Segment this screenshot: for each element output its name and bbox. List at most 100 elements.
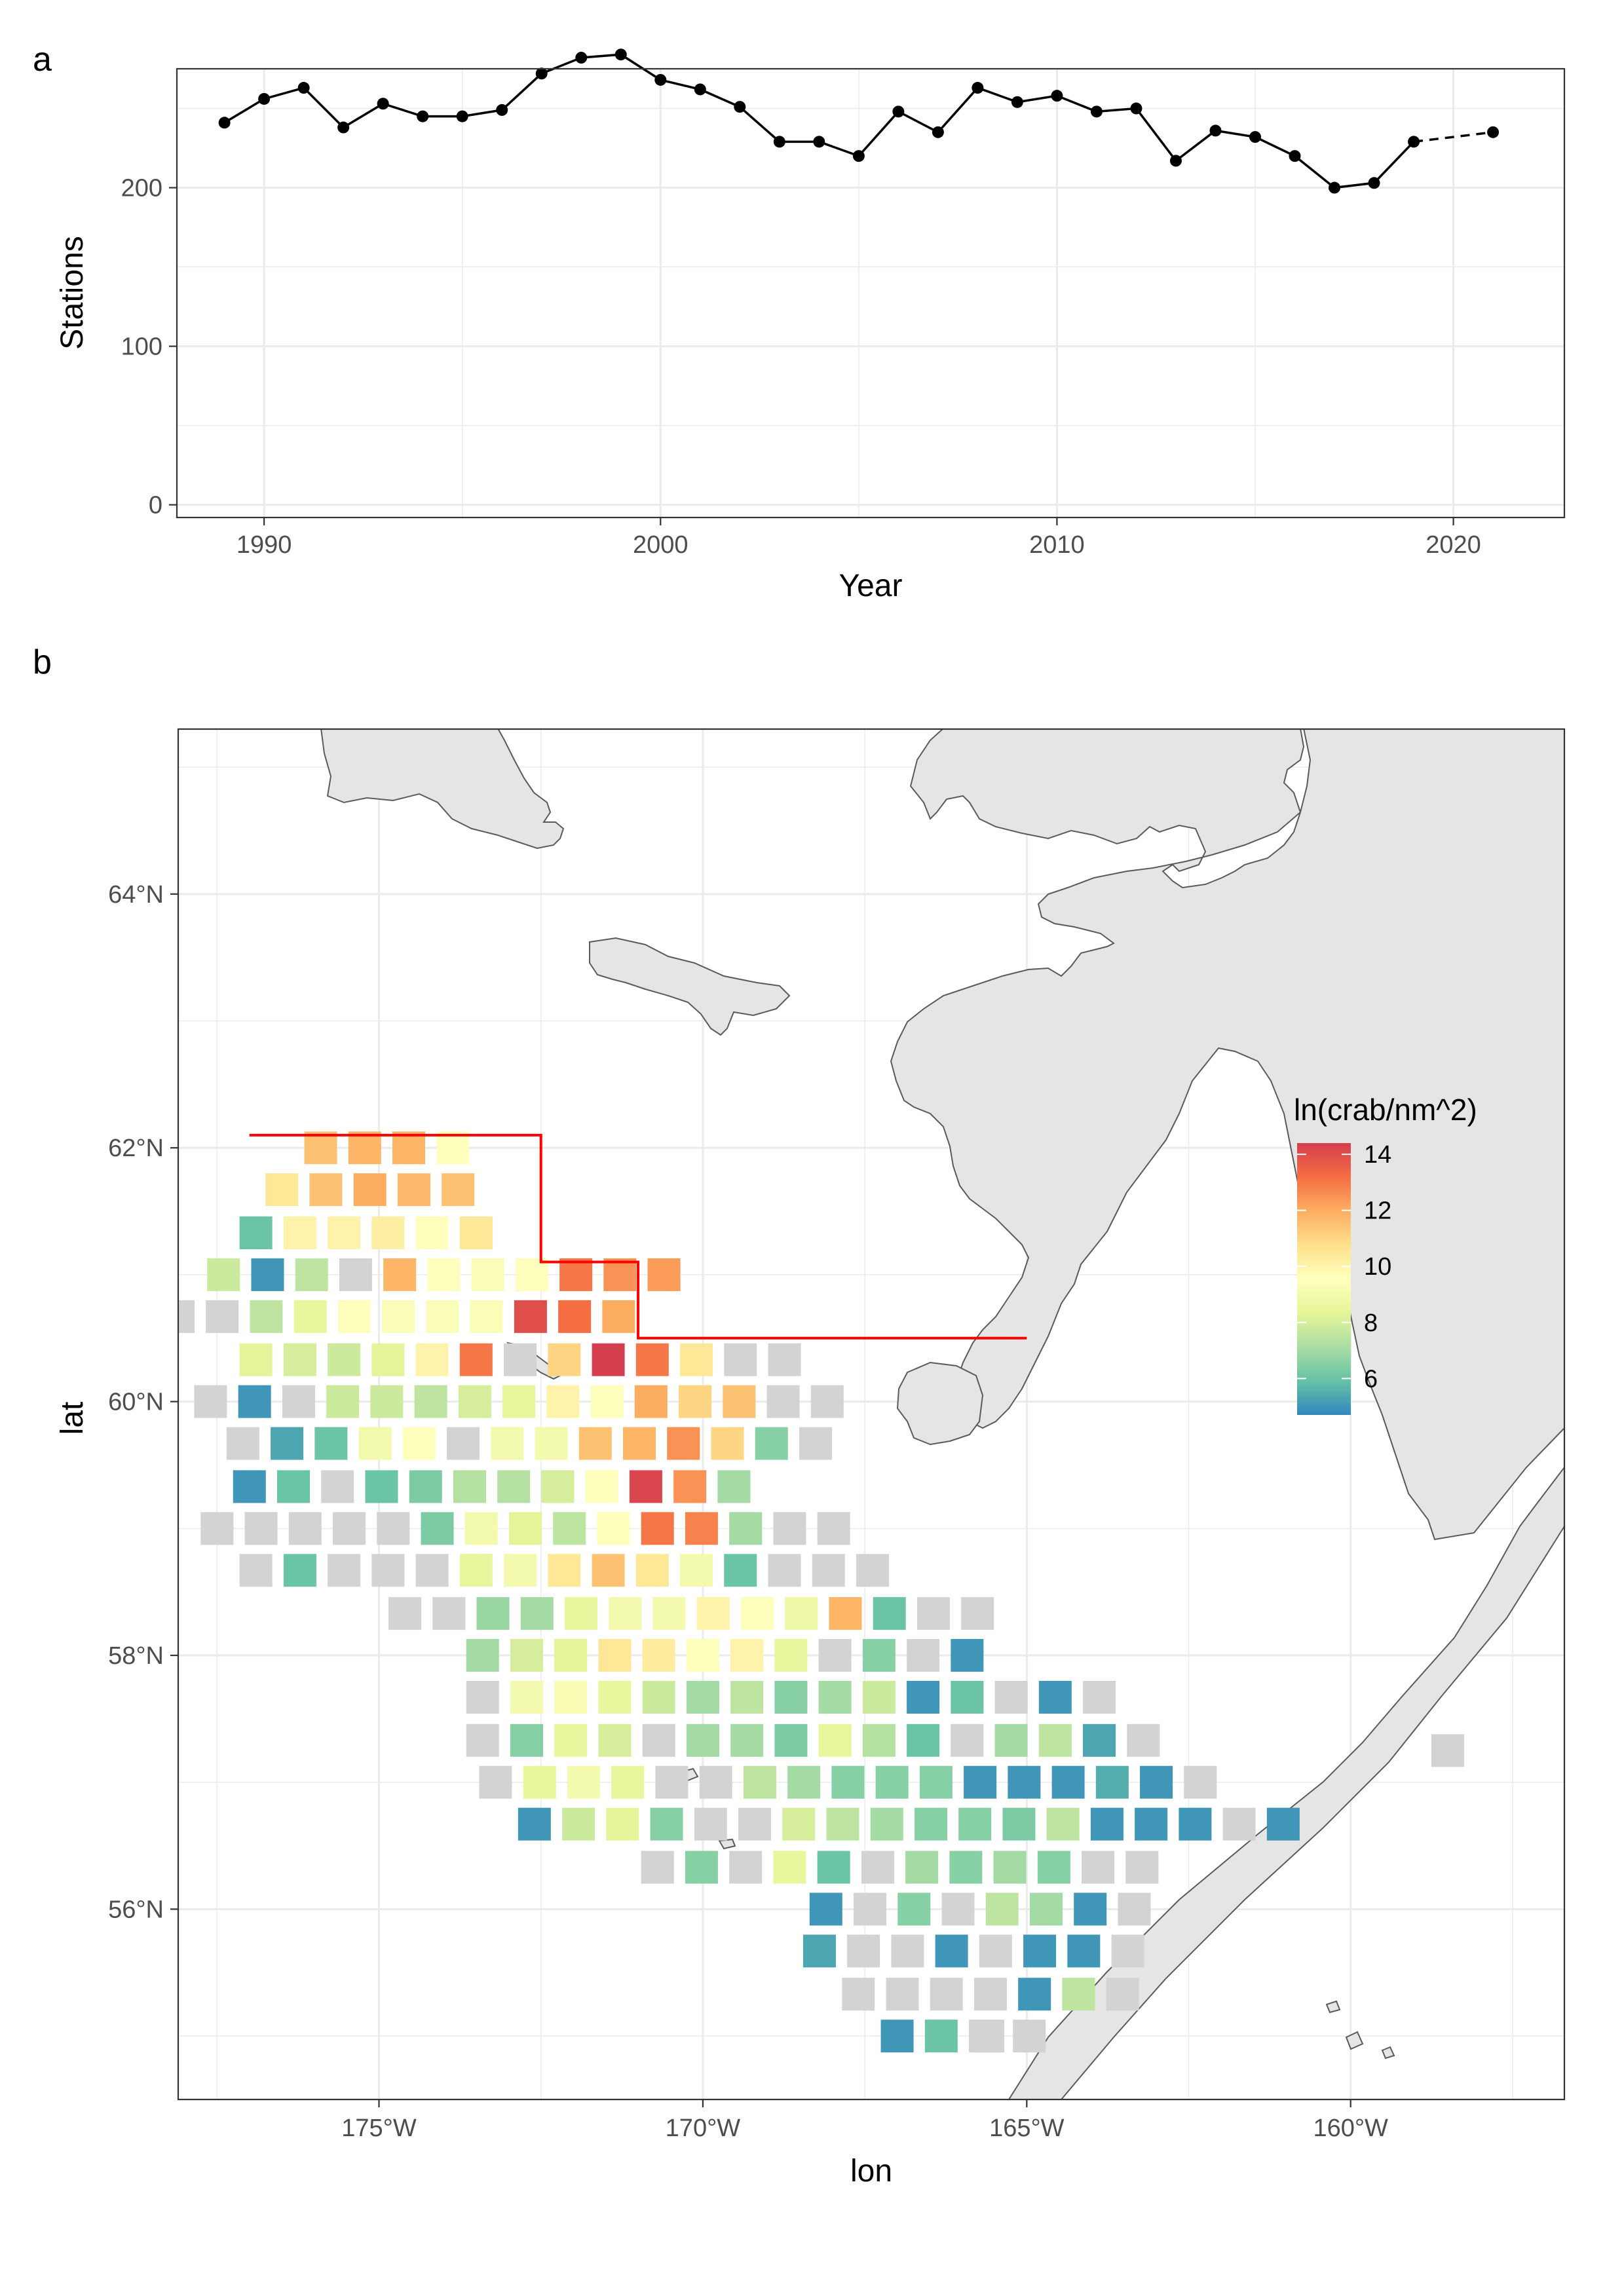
station-cell-zero [321,1470,354,1503]
x-tick-label: 170°W [666,2115,741,2142]
station-cell [829,1597,862,1630]
station-cell-zero [1111,1934,1144,1968]
station-cell [502,1385,536,1418]
station-cell [730,1723,764,1757]
station-cell [476,1597,510,1630]
x-tick-label: 1990 [236,531,292,559]
station-cell [1046,1807,1080,1841]
station-cell [964,1765,997,1799]
station-cell [553,1512,586,1545]
land-chukotka [320,729,565,850]
station-cell-zero [812,1554,845,1587]
station-cell [358,1427,392,1460]
station-cell [510,1680,543,1714]
station-cell-zero [200,1512,234,1545]
station-cell [1002,1807,1036,1841]
station-cell [554,1723,588,1757]
station-cell [635,1343,669,1376]
station-cell-zero [388,1597,422,1630]
station-cell-zero [282,1385,315,1418]
station-cell [743,1765,776,1799]
station-cell [635,1554,669,1587]
y-tick-label: 56°N [108,1896,164,1923]
station-cell-zero [377,1512,410,1545]
legend: ln(crab/nm^2) 6 8 10 12 14 [1294,1093,1477,1415]
station-cell-zero [479,1765,512,1799]
station-cell [514,1300,547,1333]
station-cell-zero [328,1554,361,1587]
station-cell [914,1807,947,1841]
station-cell-zero [239,1554,273,1587]
station-cell-zero [973,1978,1007,2011]
station-cell-zero [1118,1892,1151,1926]
panel-b-y-title: lat [55,1402,90,1435]
station-cell-zero [766,1385,800,1418]
station-cell-zero [642,1723,675,1757]
station-cell [326,1385,360,1418]
station-cell [510,1639,543,1672]
station-cell [427,1258,461,1291]
station-cell [371,1216,405,1250]
station-cell-zero [773,1512,806,1545]
panel-a-y-title: Stations [55,236,90,349]
station-cell [993,1851,1027,1884]
data-point [1289,150,1301,162]
station-cell [774,1680,808,1714]
panel-b-y-axis: 56°N 58°N 60°N 62°N 64°N [108,881,178,1923]
station-cell [919,1765,953,1799]
station-cell [491,1427,524,1460]
station-cell-zero [768,1343,801,1376]
station-cell [304,1131,337,1165]
station-cell-zero [226,1427,259,1460]
station-cell [685,1512,718,1545]
station-cell [567,1765,600,1799]
data-point [852,150,865,162]
data-point [575,52,588,64]
station-cell [565,1597,598,1630]
legend-tick-label: 10 [1364,1253,1391,1281]
station-cell [862,1723,896,1757]
station-cell [787,1765,821,1799]
station-cell [609,1597,642,1630]
station-cells [178,1131,1465,2053]
station-cell [414,1385,447,1418]
station-cell [680,1554,713,1587]
panel-b: b [33,643,1566,2189]
station-cell [293,1300,327,1333]
station-cell [673,1470,707,1503]
station-cell [818,1723,852,1757]
station-cell [873,1597,906,1630]
station-cell [730,1680,764,1714]
station-cell [598,1723,632,1757]
data-point [1011,96,1023,108]
station-cell [1038,1723,1072,1757]
station-cell [774,1639,808,1672]
station-cell [1095,1765,1129,1799]
station-cell [802,1934,836,1968]
station-cell-zero [1184,1765,1217,1799]
panel-a-y-axis: 0 100 200 [121,175,177,519]
station-cell [504,1554,537,1587]
station-cell [907,1680,940,1714]
land-nunivak-island [896,1361,984,1446]
data-point [1209,124,1222,137]
station-cell [265,1173,299,1207]
station-cell [277,1470,311,1503]
data-point [1090,105,1103,118]
land-layer [320,729,1564,2099]
data-point [1329,181,1341,194]
station-cell-zero [738,1807,772,1841]
station-cell [652,1597,686,1630]
station-cell [623,1427,656,1460]
station-cell [508,1512,542,1545]
station-cell-zero [1431,1734,1465,1767]
station-cell [239,1216,273,1250]
station-cell [415,1216,449,1250]
station-cell [642,1639,675,1672]
station-cell [817,1851,850,1884]
station-cell [1008,1765,1041,1799]
station-cell [774,1723,808,1757]
station-cell [459,1554,493,1587]
data-point [456,110,468,122]
station-cell-zero [1082,1851,1115,1884]
